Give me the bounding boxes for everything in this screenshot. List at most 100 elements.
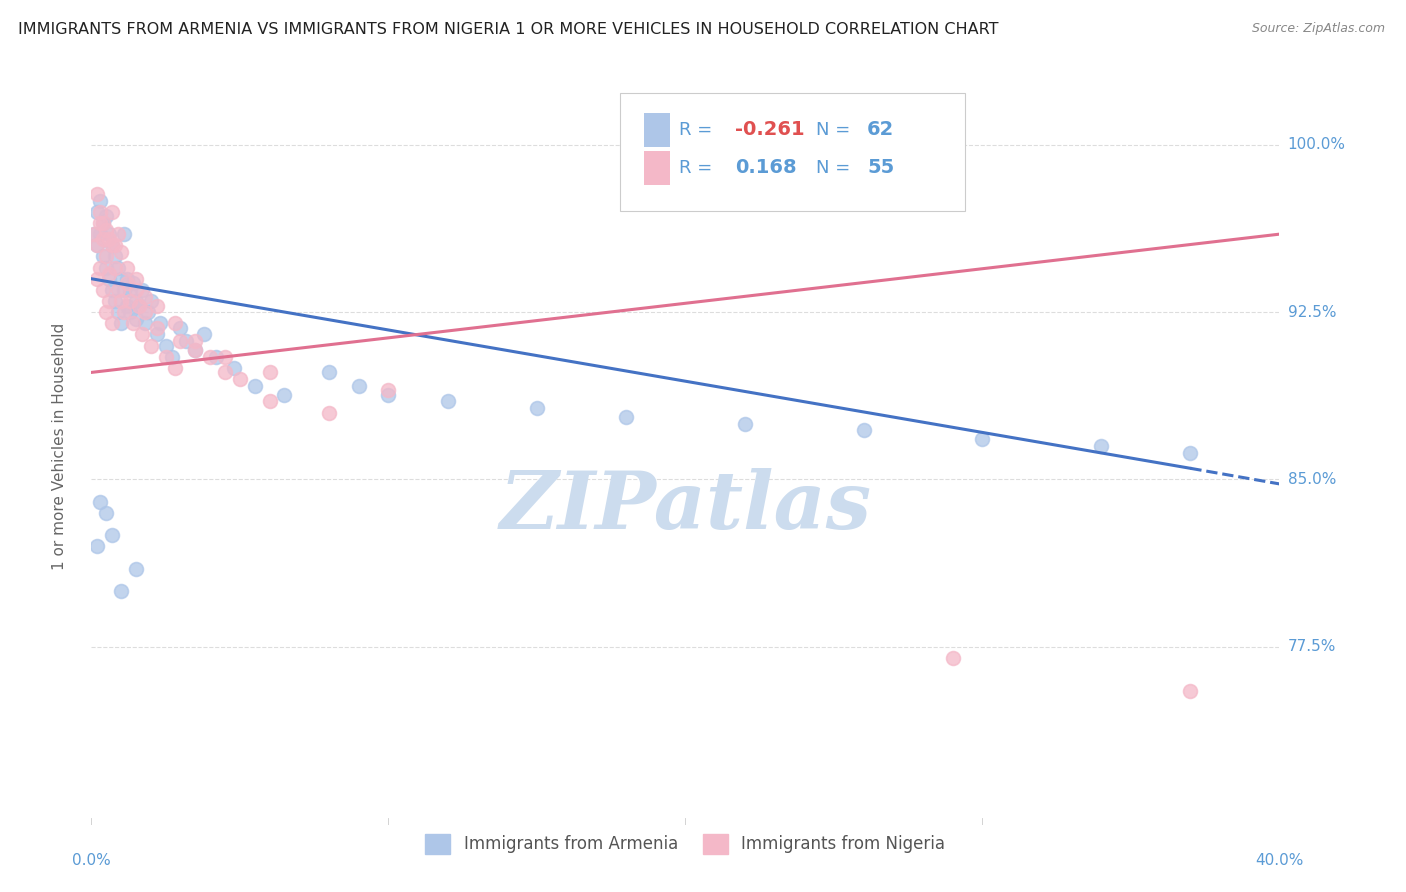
Point bbox=[96, 249, 118, 263]
Text: ZIPatlas: ZIPatlas bbox=[499, 468, 872, 545]
Point bbox=[145, 327, 167, 342]
Point bbox=[145, 298, 167, 312]
Text: 85.0%: 85.0% bbox=[1288, 472, 1336, 487]
Point bbox=[112, 283, 135, 297]
Point bbox=[104, 260, 127, 275]
Text: IMMIGRANTS FROM ARMENIA VS IMMIGRANTS FROM NIGERIA 1 OR MORE VEHICLES IN HOUSEHO: IMMIGRANTS FROM ARMENIA VS IMMIGRANTS FR… bbox=[18, 22, 998, 37]
Point bbox=[118, 293, 141, 308]
Point bbox=[139, 293, 162, 308]
Point bbox=[136, 305, 159, 319]
Point bbox=[110, 293, 132, 308]
Point bbox=[115, 276, 138, 290]
Point bbox=[169, 320, 191, 334]
Point bbox=[86, 186, 108, 201]
Point bbox=[200, 350, 222, 364]
Point bbox=[98, 227, 121, 241]
Point bbox=[98, 231, 121, 245]
Text: N =: N = bbox=[815, 120, 856, 139]
Point bbox=[347, 378, 370, 392]
Point bbox=[169, 334, 191, 348]
FancyBboxPatch shape bbox=[620, 94, 965, 211]
Point bbox=[112, 227, 135, 241]
Point bbox=[110, 316, 132, 330]
Legend: Immigrants from Armenia, Immigrants from Nigeria: Immigrants from Armenia, Immigrants from… bbox=[419, 827, 952, 861]
Point bbox=[98, 293, 121, 308]
Point bbox=[134, 305, 156, 319]
Point bbox=[972, 432, 994, 446]
Point bbox=[96, 305, 118, 319]
Point bbox=[125, 271, 148, 285]
Point bbox=[160, 350, 183, 364]
Point bbox=[273, 387, 295, 401]
Point bbox=[852, 423, 875, 437]
Point bbox=[118, 283, 141, 297]
Point bbox=[134, 289, 156, 303]
Point bbox=[134, 316, 156, 330]
Point bbox=[98, 267, 121, 281]
Point bbox=[89, 227, 111, 241]
Text: N =: N = bbox=[815, 159, 856, 177]
Point bbox=[614, 409, 637, 424]
Text: 1 or more Vehicles in Household: 1 or more Vehicles in Household bbox=[52, 322, 66, 570]
Point bbox=[145, 320, 167, 334]
Point bbox=[184, 343, 207, 357]
Point bbox=[91, 216, 114, 230]
Point bbox=[83, 227, 105, 241]
Point bbox=[377, 383, 399, 397]
Text: 92.5%: 92.5% bbox=[1288, 305, 1336, 319]
FancyBboxPatch shape bbox=[644, 112, 671, 147]
Point bbox=[259, 365, 281, 379]
Point bbox=[91, 216, 114, 230]
Point bbox=[104, 238, 127, 252]
Point bbox=[91, 231, 114, 245]
Point bbox=[98, 271, 121, 285]
Point bbox=[96, 260, 118, 275]
Point bbox=[184, 343, 207, 357]
Text: 55: 55 bbox=[868, 158, 894, 178]
Text: R =: R = bbox=[679, 120, 718, 139]
Point bbox=[107, 283, 129, 297]
Point bbox=[104, 293, 127, 308]
Text: R =: R = bbox=[679, 159, 724, 177]
FancyBboxPatch shape bbox=[644, 151, 671, 185]
Point bbox=[110, 583, 132, 598]
Point bbox=[91, 283, 114, 297]
Point bbox=[149, 316, 172, 330]
Point bbox=[131, 327, 153, 342]
Point bbox=[131, 283, 153, 297]
Point bbox=[377, 387, 399, 401]
Point bbox=[128, 298, 150, 312]
Point bbox=[259, 394, 281, 409]
Text: 77.5%: 77.5% bbox=[1288, 640, 1336, 654]
Point bbox=[125, 311, 148, 326]
Point bbox=[101, 238, 124, 252]
Point bbox=[101, 316, 124, 330]
Point bbox=[110, 244, 132, 259]
Text: Source: ZipAtlas.com: Source: ZipAtlas.com bbox=[1251, 22, 1385, 36]
Point bbox=[436, 394, 458, 409]
Point bbox=[107, 260, 129, 275]
Point bbox=[101, 238, 124, 252]
Point bbox=[122, 276, 145, 290]
Point bbox=[125, 561, 148, 575]
Point bbox=[163, 360, 186, 375]
Point bbox=[122, 316, 145, 330]
Point bbox=[118, 305, 141, 319]
Point bbox=[96, 506, 118, 520]
Point bbox=[155, 350, 177, 364]
Point bbox=[112, 305, 135, 319]
Point bbox=[89, 494, 111, 508]
Point bbox=[193, 327, 215, 342]
Point bbox=[115, 271, 138, 285]
Point bbox=[101, 528, 124, 542]
Point bbox=[86, 238, 108, 252]
Point bbox=[318, 365, 340, 379]
Point bbox=[222, 360, 245, 375]
Point bbox=[318, 405, 340, 419]
Text: 0.168: 0.168 bbox=[735, 158, 797, 178]
Text: 100.0%: 100.0% bbox=[1288, 137, 1346, 153]
Point bbox=[526, 401, 548, 415]
Point bbox=[942, 650, 965, 665]
Point bbox=[214, 350, 236, 364]
Point bbox=[104, 249, 127, 263]
